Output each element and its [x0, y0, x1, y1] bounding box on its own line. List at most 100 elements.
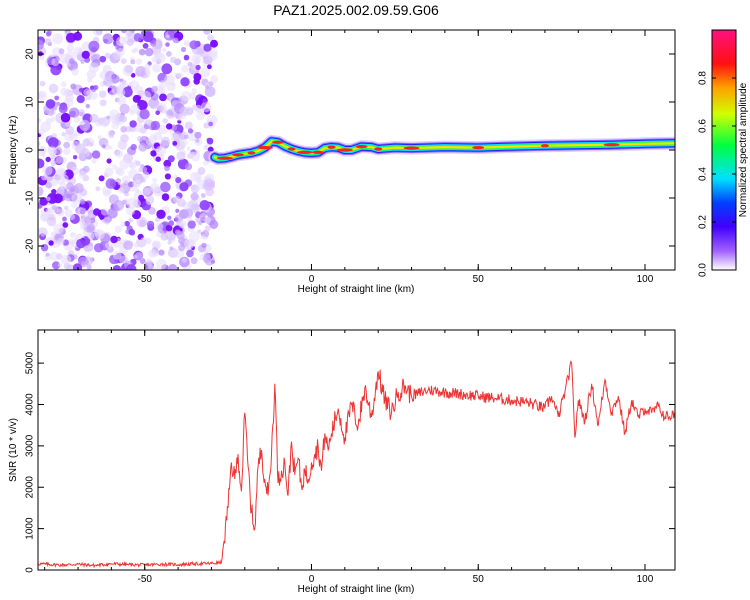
noise-speck — [45, 252, 50, 257]
noise-speck — [155, 156, 161, 162]
noise-speck — [178, 237, 186, 245]
noise-speck — [130, 143, 137, 151]
noise-speck — [210, 39, 218, 48]
noise-speck — [188, 128, 194, 134]
noise-speck — [188, 151, 196, 159]
noise-speck — [118, 187, 125, 194]
noise-speck — [41, 174, 47, 181]
noise-speck — [207, 34, 214, 41]
noise-speck — [200, 193, 206, 198]
noise-speck — [148, 134, 157, 143]
noise-speck — [190, 257, 198, 265]
noise-speck — [145, 196, 154, 205]
noise-speck — [168, 264, 178, 270]
colorbar: 0.0 0.2 0.4 0.6 0.8 Normalized spectral ampl… — [698, 29, 749, 277]
noise-speck — [61, 254, 72, 265]
noise-speck — [173, 37, 179, 43]
noise-speck — [72, 155, 78, 160]
noise-speck — [204, 179, 216, 191]
noise-speck — [179, 106, 189, 116]
noise-speck — [199, 200, 210, 211]
noise-speck — [194, 131, 202, 139]
noise-speck — [176, 151, 186, 161]
track-peak — [232, 153, 245, 157]
noise-speck — [144, 68, 151, 75]
noise-speck — [78, 170, 87, 179]
noise-speck — [87, 245, 94, 252]
colorbar-tick-label: 0.0 — [698, 263, 709, 277]
noise-speck — [203, 252, 211, 259]
y-tick-label: 0 — [25, 567, 36, 573]
noise-speck — [175, 208, 180, 213]
noise-speck — [202, 98, 207, 103]
noise-speck — [122, 86, 133, 98]
noise-speck — [129, 120, 137, 128]
colorbar-label: Normalized spectral amplitude — [738, 82, 749, 217]
noise-speck — [56, 208, 65, 217]
noise-speck — [125, 30, 132, 37]
track-peak — [336, 148, 353, 152]
noise-speck — [177, 72, 184, 79]
noise-speck — [93, 30, 102, 37]
noise-speck — [80, 148, 91, 158]
noise-speck — [76, 95, 85, 104]
snr-ylabel: SNR (10 * v/v) — [8, 418, 19, 482]
noise-speck — [112, 251, 122, 260]
noise-speck — [178, 220, 187, 229]
noise-speck — [102, 33, 114, 45]
noise-speck — [178, 244, 186, 252]
noise-speck — [191, 54, 202, 65]
colorbar-tick-label: 0.2 — [698, 215, 709, 229]
colorbar-tick-label: 0.8 — [698, 71, 709, 85]
noise-speck — [142, 31, 154, 43]
noise-speck — [128, 82, 134, 87]
noise-speck — [181, 65, 190, 73]
noise-speck — [142, 43, 149, 49]
noise-speck — [69, 133, 78, 141]
noise-speck — [90, 85, 95, 90]
noise-speck — [77, 207, 87, 218]
noise-speck — [62, 147, 71, 155]
noise-speck — [174, 248, 185, 259]
track-peak — [472, 146, 485, 150]
track-peak — [603, 143, 620, 147]
signal-track-layer — [208, 134, 675, 166]
noise-speck — [152, 177, 158, 183]
noise-speck — [201, 242, 207, 249]
noise-speck — [165, 42, 170, 47]
noise-speck — [66, 264, 76, 270]
noise-speck — [150, 150, 157, 157]
noise-speck — [121, 175, 131, 184]
noise-speck — [144, 63, 151, 71]
noise-speck — [186, 249, 194, 258]
noise-speck — [207, 64, 212, 70]
noise-speck — [149, 183, 160, 193]
noise-speck — [128, 168, 139, 180]
noise-speck — [42, 165, 53, 176]
noise-speck — [203, 43, 212, 52]
noise-speck — [45, 99, 56, 109]
noise-speck — [51, 132, 57, 138]
y-tick-label: -20 — [25, 238, 36, 253]
noise-speck — [191, 88, 197, 94]
x-tick-label: 0 — [309, 274, 315, 285]
noise-speck — [38, 90, 47, 101]
noise-speck — [103, 216, 111, 225]
noise-speck — [87, 232, 95, 240]
noise-speck — [87, 77, 93, 83]
noise-speck — [143, 187, 151, 196]
noise-speck — [116, 88, 126, 98]
noise-speck — [126, 38, 134, 46]
track-peak — [287, 147, 296, 151]
noise-speck — [106, 158, 112, 164]
noise-speck — [134, 252, 144, 261]
noise-speck — [73, 116, 81, 123]
noise-speck — [179, 182, 189, 192]
noise-speck — [69, 232, 76, 238]
noise-speck — [179, 138, 188, 147]
noise-speck — [197, 167, 206, 175]
noise-speck — [52, 33, 63, 45]
noise-speck — [69, 214, 75, 220]
noise-speck — [148, 207, 156, 215]
noise-speck — [79, 199, 86, 205]
